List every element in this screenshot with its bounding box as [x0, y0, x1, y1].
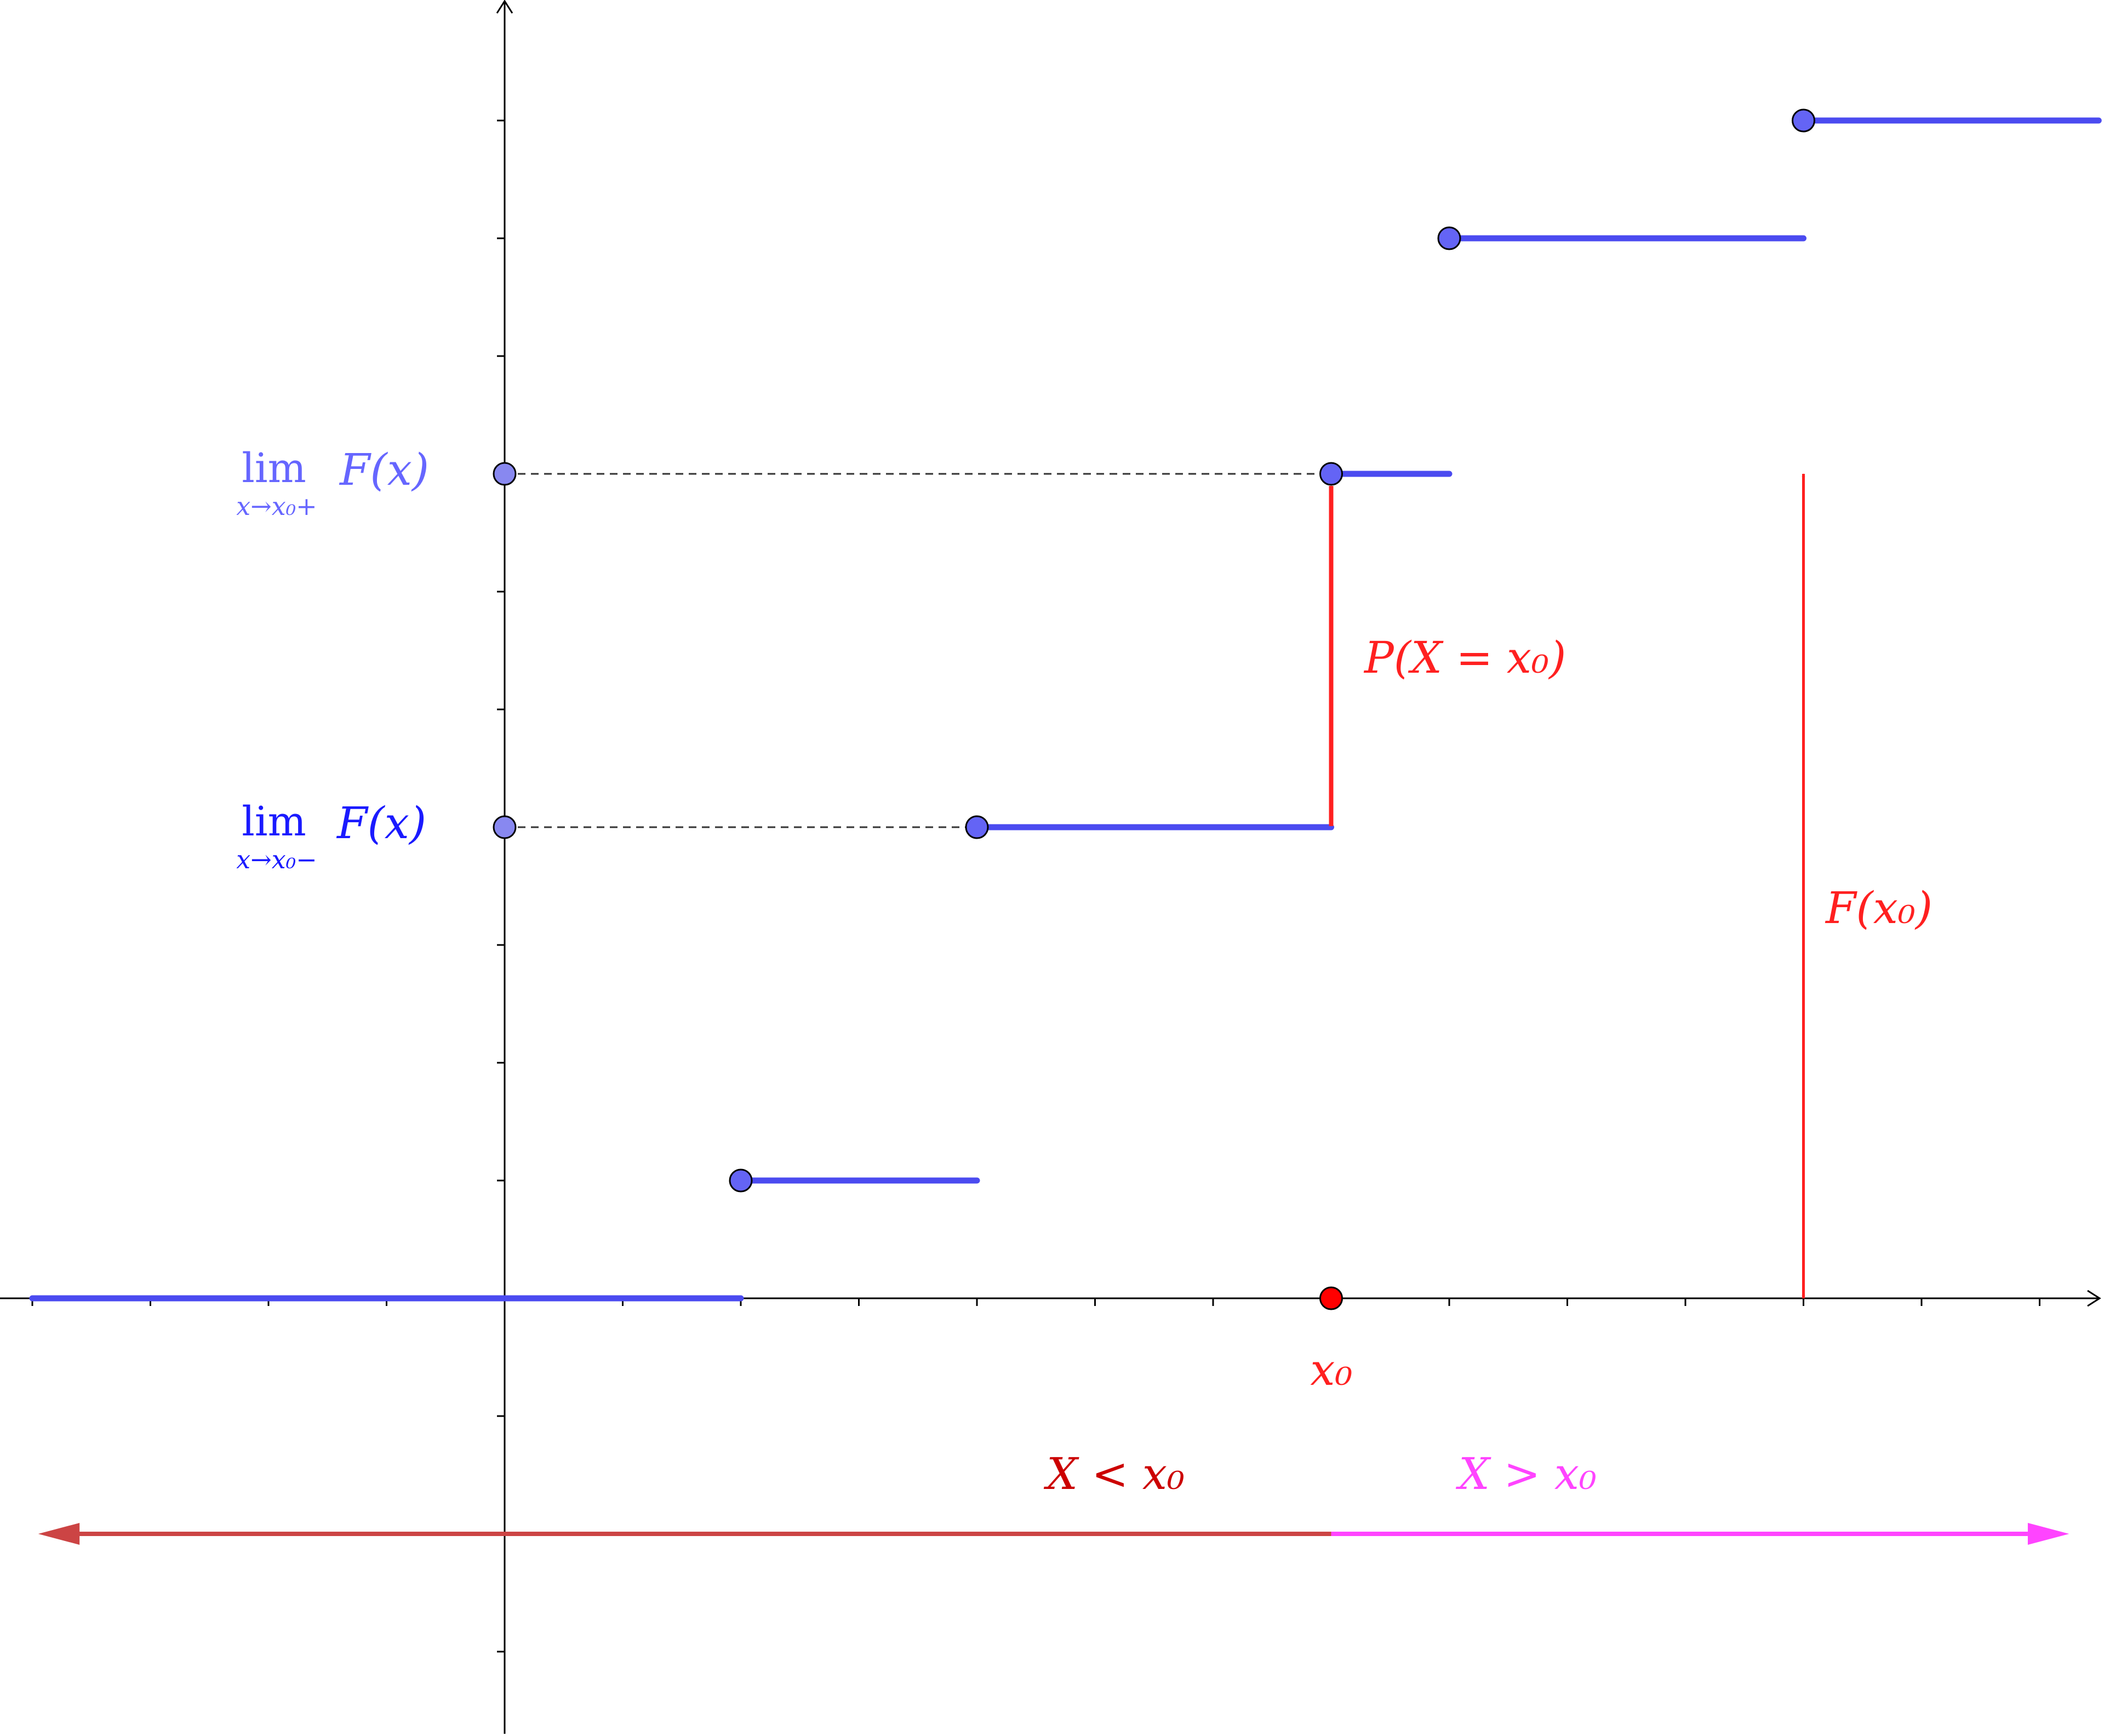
- labels: lim x→x₀+ F(x) lim x→x₀− F(x) P(X = x₀) …: [236, 444, 1933, 1499]
- step-function: [29, 108, 2102, 1302]
- step-point: [1792, 108, 1815, 133]
- limit-plus-point: [493, 462, 517, 486]
- axis-ticks: [31, 119, 2040, 1653]
- greater-than-label: X > x₀: [1455, 1448, 1597, 1499]
- limit-minus-function: F(x): [336, 798, 426, 849]
- x-axis-arrow-icon: [2087, 1290, 2101, 1307]
- limit-plus-function: F(x): [339, 444, 429, 495]
- limit-minus-lim-word: lim: [242, 798, 306, 845]
- x0-label: x₀: [1310, 1344, 1352, 1395]
- region-arrows: [38, 1523, 2069, 1545]
- key-points: [493, 462, 1343, 1310]
- step-point: [1319, 462, 1343, 486]
- left-arrowhead-icon: [38, 1523, 80, 1545]
- jump-label: P(X = x₀): [1363, 632, 1566, 683]
- x0-point: [1319, 1286, 1343, 1310]
- step-point: [965, 815, 989, 839]
- measure-arrows: [1329, 473, 1805, 1299]
- less-than-label: X < x₀: [1043, 1448, 1185, 1499]
- limit-minus-subscript: x→x₀−: [236, 845, 317, 874]
- limit-minus-point: [493, 815, 517, 839]
- right-arrowhead-icon: [2027, 1523, 2069, 1545]
- y-axis-arrow-icon: [496, 0, 513, 14]
- step-point: [1437, 226, 1461, 250]
- guide-lines: [505, 473, 1331, 828]
- step-point: [729, 1168, 753, 1193]
- limit-plus-lim-word: lim: [242, 445, 306, 492]
- cdf-value-label: F(x₀): [1825, 883, 1933, 933]
- limit-plus-subscript: x→x₀+: [236, 491, 317, 521]
